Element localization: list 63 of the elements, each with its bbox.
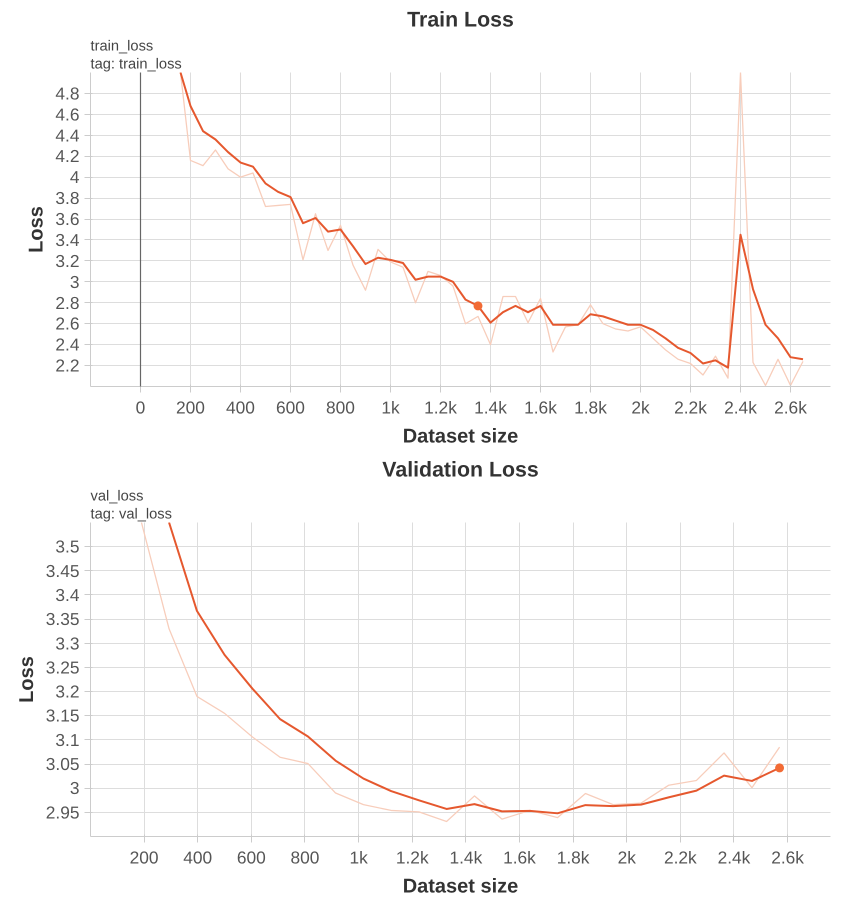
y-tick-label: 2.6 <box>55 314 80 334</box>
y-tick-label: 3.1 <box>55 730 80 750</box>
x-tick-label: 400 <box>183 848 212 868</box>
y-tick-label: 2.8 <box>55 292 80 313</box>
y-tick-label: 3 <box>70 272 80 292</box>
annotation: tag: val_loss <box>90 506 172 522</box>
y-tick-label: 2.4 <box>55 334 80 355</box>
y-tick-label: 3.5 <box>55 536 80 557</box>
x-tick-label: 1.2k <box>396 848 429 868</box>
x-tick-label: 2.4k <box>724 398 758 418</box>
x-tick-label: 2.6k <box>771 848 804 868</box>
y-axis-title: Loss <box>16 656 38 703</box>
x-axis-title: Dataset size <box>402 426 518 448</box>
y-tick-label: 4.8 <box>55 83 80 104</box>
x-tick-label: 1.6k <box>524 398 558 418</box>
y-tick-label: 3 <box>70 778 80 798</box>
y-tick-label: 2.95 <box>46 802 80 822</box>
y-axis-title: Loss <box>25 206 48 253</box>
x-tick-label: 200 <box>130 848 159 868</box>
y-tick-label: 3.2 <box>55 682 80 702</box>
x-axis-title: Dataset size <box>402 876 518 898</box>
x-tick-label: 400 <box>226 398 255 418</box>
y-tick-label: 3.25 <box>46 657 80 678</box>
y-tick-label: 3.15 <box>46 706 80 726</box>
y-tick-label: 4 <box>70 167 80 188</box>
y-tick-label: 3.4 <box>55 230 80 250</box>
x-tick-label: 1k <box>349 848 368 868</box>
x-tick-label: 0 <box>136 398 146 418</box>
x-tick-label: 1.4k <box>474 398 508 418</box>
chart-title: Train Loss <box>407 8 514 32</box>
x-tick-label: 2.6k <box>774 398 808 418</box>
y-tick-label: 2.2 <box>55 356 80 376</box>
y-tick-label: 3.35 <box>46 609 80 630</box>
y-tick-label: 3.8 <box>55 188 80 208</box>
x-tick-label: 1.2k <box>424 398 458 418</box>
x-tick-label: 600 <box>276 398 305 418</box>
x-tick-label: 800 <box>326 398 355 418</box>
y-tick-label: 4.2 <box>55 146 80 166</box>
x-tick-label: 1k <box>381 398 400 418</box>
chart-title: Validation Loss <box>382 458 539 482</box>
x-tick-label: 1.8k <box>556 848 590 868</box>
text: train_loss <box>90 38 154 54</box>
x-tick-label: 2.2k <box>674 398 708 418</box>
x-tick-label: 1.6k <box>503 848 536 868</box>
text: val_loss <box>90 488 144 504</box>
x-tick-label: 1.4k <box>449 848 483 868</box>
y-tick-label: 3.45 <box>46 560 80 581</box>
x-tick-label: 2k <box>631 398 650 418</box>
text: tag: train_loss <box>90 56 182 72</box>
y-tick-label: 3.05 <box>46 754 80 774</box>
y-tick-label: 4.4 <box>55 125 80 146</box>
x-tick-label: 2k <box>618 848 636 868</box>
x-tick-label: 1.8k <box>574 398 608 418</box>
y-tick-label: 3.2 <box>55 250 80 271</box>
y-tick-label: 3.6 <box>55 209 80 230</box>
y-tick-label: 3.3 <box>55 633 80 654</box>
x-tick-label: 800 <box>290 848 320 868</box>
y-tick-label: 3.4 <box>55 584 80 605</box>
x-tick-label: 600 <box>236 848 266 868</box>
x-tick-label: 2.4k <box>718 848 751 868</box>
y-tick-label: 4.6 <box>55 104 80 124</box>
x-tick-label: 200 <box>176 398 205 418</box>
x-tick-label: 2.2k <box>664 848 698 868</box>
